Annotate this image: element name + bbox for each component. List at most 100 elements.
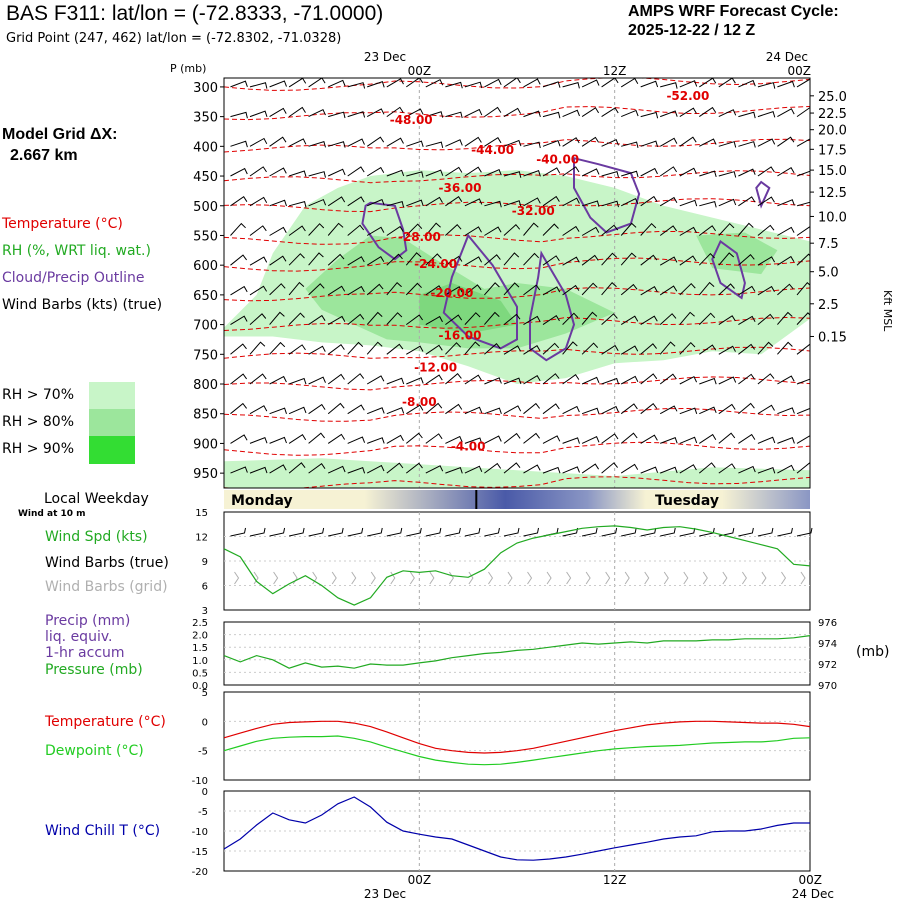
wind-barb — [640, 222, 657, 236]
wind-barb — [601, 433, 619, 444]
wind-barb-true — [777, 527, 793, 537]
wind-barb — [777, 311, 793, 325]
wind-barb — [425, 374, 443, 385]
wind-barb — [620, 252, 637, 266]
wind-barb — [757, 224, 775, 236]
wind-barb — [562, 284, 580, 296]
wind-barb — [581, 168, 600, 177]
wind-barb-grid — [312, 571, 318, 585]
wind-barb — [542, 195, 560, 207]
wind-barb — [386, 225, 404, 236]
wind-barb — [249, 82, 268, 89]
wind-barb — [464, 136, 482, 147]
cloud-outline — [442, 233, 518, 350]
wind-barb — [386, 343, 404, 355]
wind-chill-line — [223, 796, 810, 861]
dewpoint-line — [223, 735, 811, 766]
wind-barb — [718, 109, 737, 118]
pressure-tick-label: 972 — [818, 660, 837, 671]
wind-barb — [698, 281, 715, 296]
wind-barb — [249, 285, 268, 296]
wind-barb — [425, 222, 441, 236]
bottom-time-tick: 00Z — [408, 873, 432, 887]
panel-tick-label: 15 — [195, 508, 208, 519]
wind-barb — [542, 342, 560, 355]
wind-barb-true — [660, 527, 676, 537]
wind-barb — [542, 223, 559, 236]
weekday-tuesday: Tuesday — [655, 493, 719, 509]
wind-barb-true — [503, 527, 520, 537]
panel-frame — [223, 621, 811, 686]
cloud-outline — [755, 180, 771, 209]
wind-barb-grid — [781, 571, 787, 585]
wind-barb — [796, 312, 810, 325]
wind-barb — [406, 199, 424, 207]
wind-barb — [464, 284, 482, 296]
panel-tick-label: 0.5 — [192, 668, 208, 679]
wind-barb — [581, 226, 600, 236]
wind-barb — [777, 226, 795, 236]
label-wind-barbs-true: Wind Barbs (true) — [45, 555, 169, 571]
wind-barb — [425, 465, 444, 474]
wind-barb — [601, 252, 618, 266]
legend-temperature: Temperature (°C) — [2, 216, 123, 232]
isotherm-line — [224, 138, 810, 153]
wind-barb — [796, 253, 810, 266]
wind-barb — [503, 313, 521, 325]
wind-barb — [347, 466, 366, 474]
wind-barb — [269, 167, 287, 177]
wind-barb — [562, 137, 580, 147]
wind-barb — [445, 166, 463, 177]
wind-barb — [445, 111, 463, 119]
wind-barb — [581, 79, 600, 88]
isotherm-line — [224, 316, 810, 331]
isotherm-label: -28.00 — [398, 230, 441, 244]
wind-barb — [659, 256, 678, 266]
wind-barb-grid — [527, 571, 533, 585]
legend-rh90: RH > 90% — [2, 441, 75, 457]
wind-barb — [796, 435, 810, 444]
wind-barb-grid — [448, 571, 454, 585]
wind-barb — [230, 195, 248, 207]
wind-barb — [249, 256, 268, 266]
wind-barb — [601, 224, 619, 236]
isotherm-label: -8.00 — [402, 395, 437, 409]
wind-barb — [640, 254, 658, 266]
wind-barb — [699, 344, 717, 355]
wind-barb — [542, 286, 561, 296]
wind-barb — [796, 170, 810, 177]
pressure-line — [223, 635, 811, 669]
wind-barb — [503, 345, 522, 355]
wind-barb — [738, 79, 756, 88]
wind-barb — [464, 226, 482, 236]
top-time-tick: 00Z — [788, 64, 812, 78]
wind-barb — [288, 312, 305, 325]
wind-barb — [406, 140, 424, 147]
temperature-line — [223, 720, 811, 754]
wind-barb-true — [269, 527, 286, 537]
isotherm-line — [224, 106, 810, 121]
wind-barb — [406, 314, 424, 326]
wind-barb — [405, 462, 423, 474]
wind-barb — [777, 375, 795, 385]
panel-tick-label: -5 — [198, 807, 208, 818]
wind-barb — [718, 141, 737, 148]
bottom-time-tick: 12Z — [603, 873, 627, 887]
wind-barb — [288, 253, 305, 266]
wind-barb-grid — [663, 571, 669, 585]
wind-barb — [406, 345, 424, 355]
legend-cloud-outline: Cloud/Precip Outline — [2, 270, 145, 286]
wind-barb — [523, 432, 540, 444]
wind-barb — [777, 255, 795, 266]
wind-barb — [503, 171, 522, 178]
wind-barb — [620, 283, 638, 296]
wind-barb — [523, 284, 541, 296]
wind-barb — [464, 437, 483, 444]
wind-barb-true — [582, 527, 598, 537]
wind-barb — [562, 256, 580, 266]
label-dewpoint: Dewpoint (°C) — [45, 743, 144, 759]
isotherm-label: -36.00 — [439, 181, 482, 195]
wind-barb — [503, 282, 520, 296]
wind-barb — [464, 312, 481, 325]
kft-tick-label: 7.5 — [818, 237, 839, 252]
